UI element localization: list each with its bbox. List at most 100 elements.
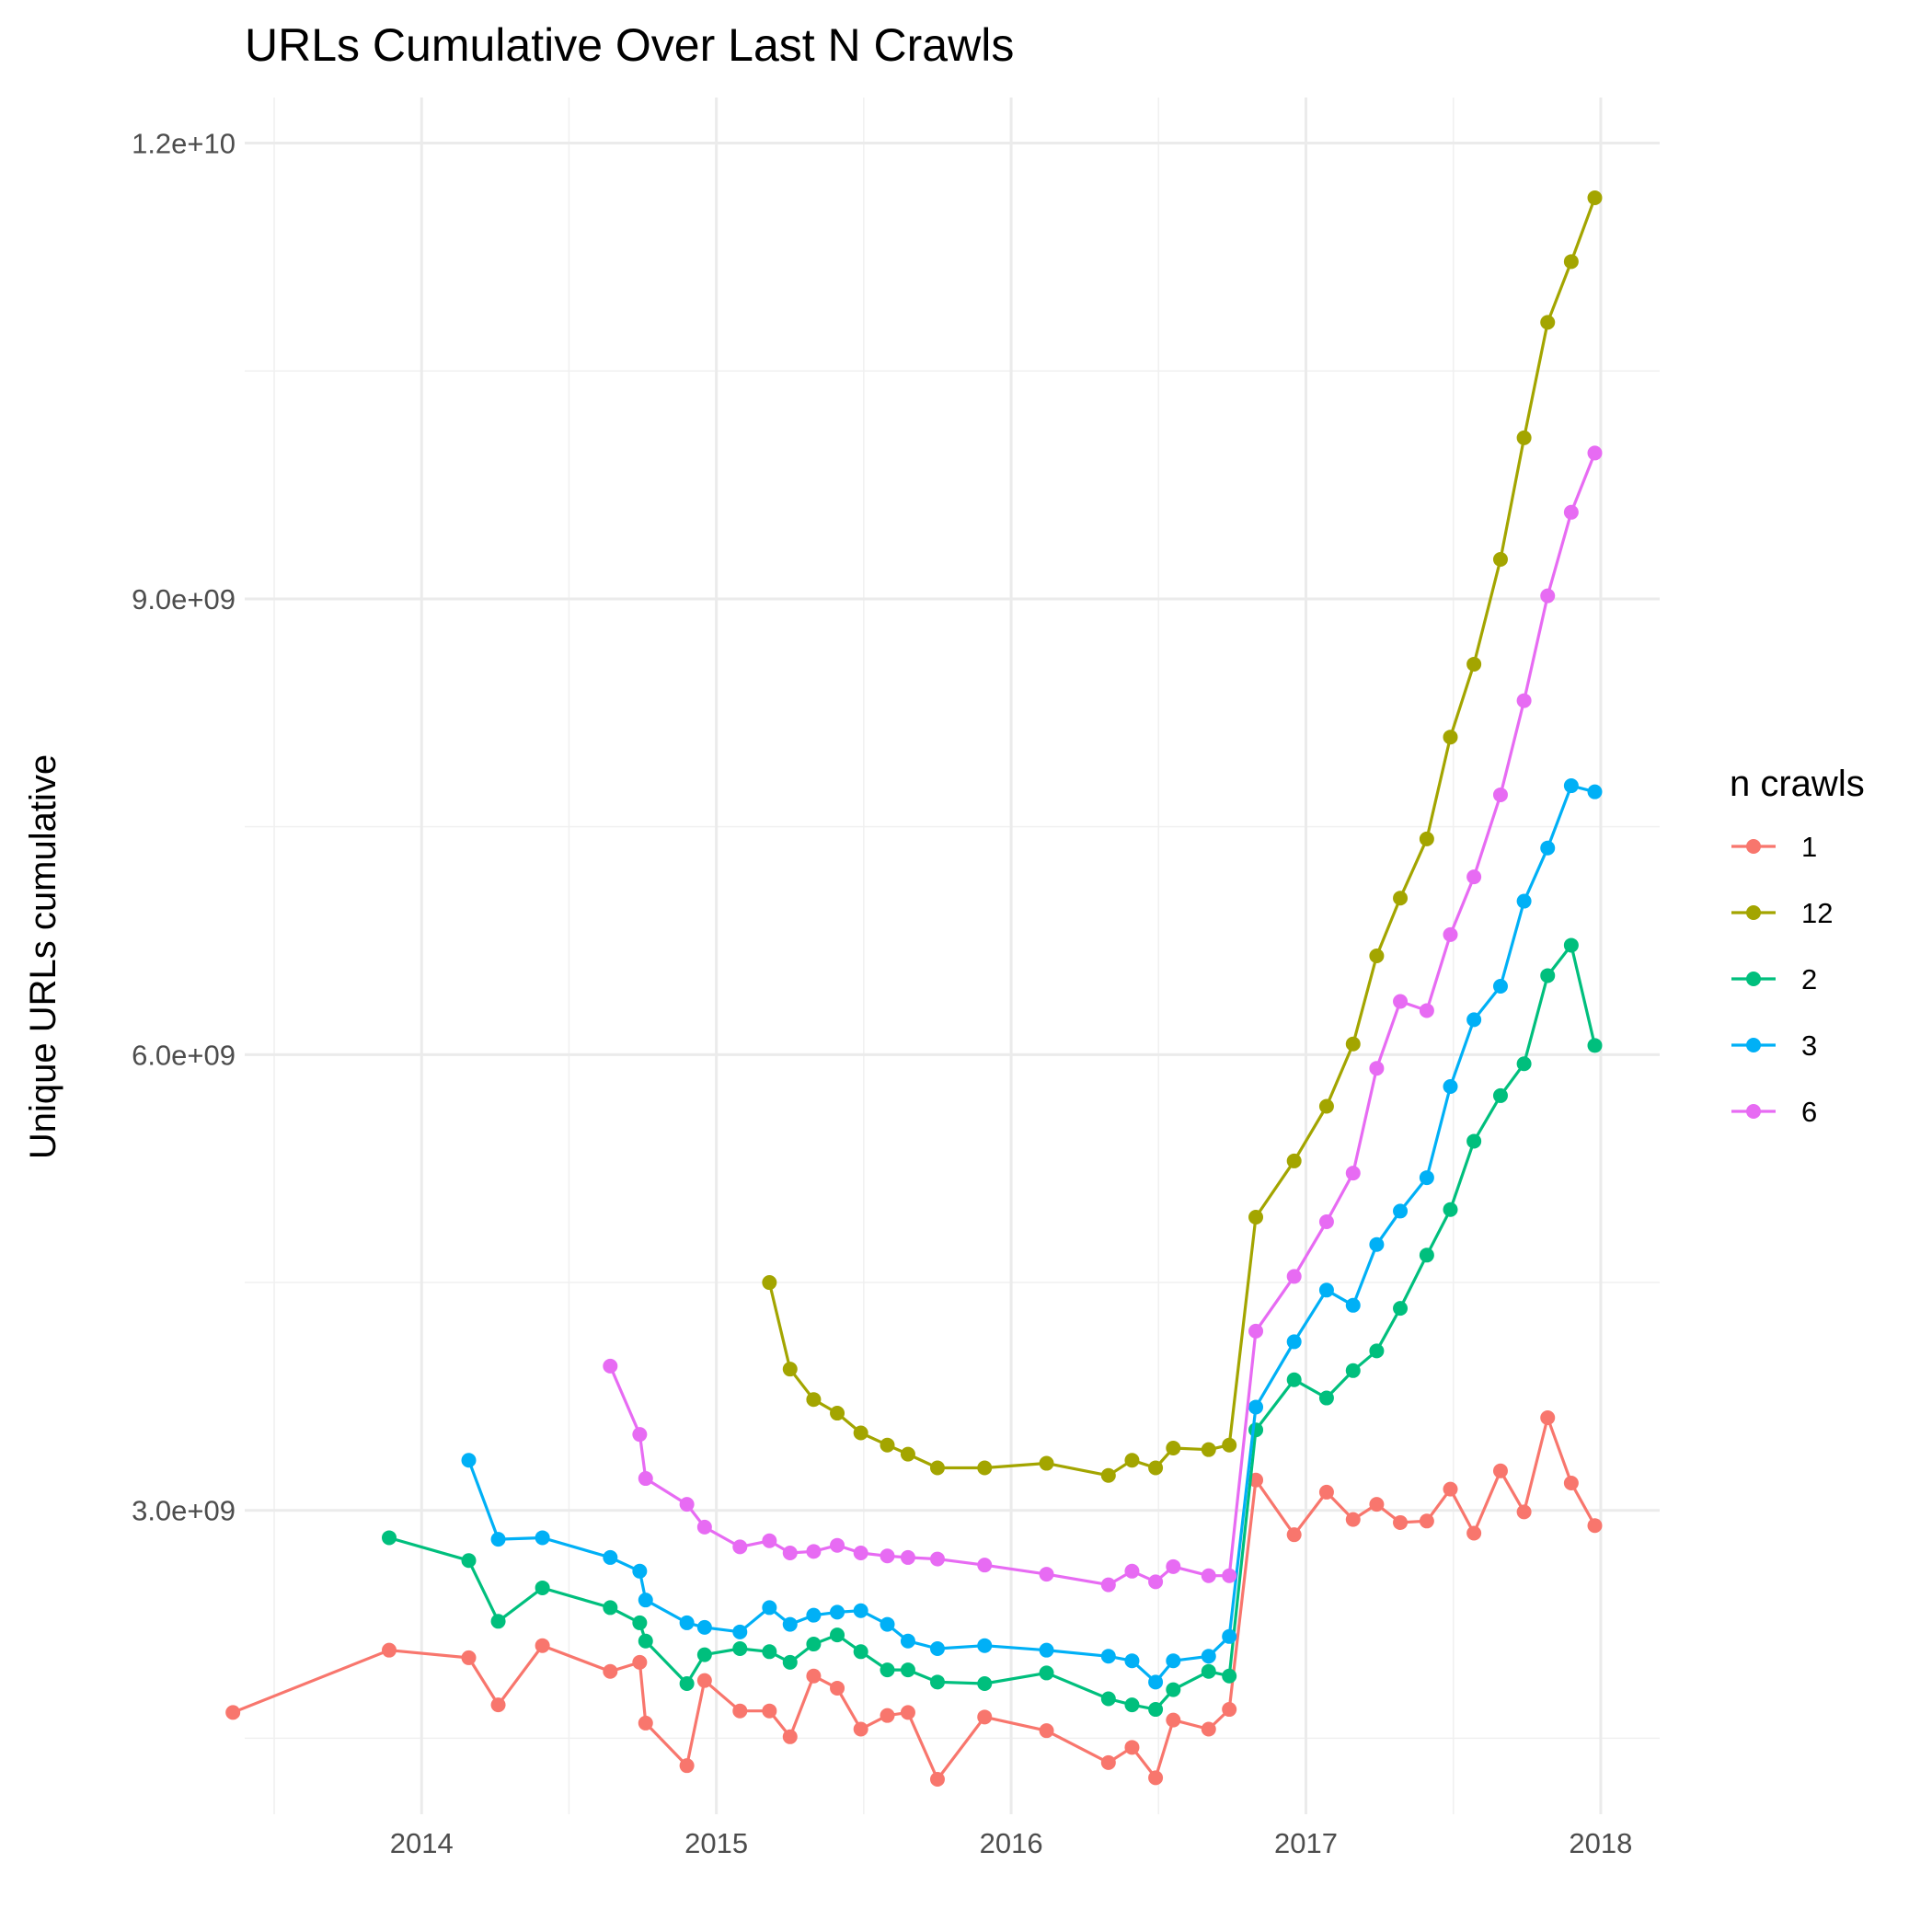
- data-point: [977, 1460, 993, 1476]
- data-point: [1516, 693, 1532, 708]
- data-point: [1286, 1153, 1302, 1168]
- data-point: [1587, 445, 1603, 461]
- data-point: [1166, 1441, 1181, 1456]
- data-point: [603, 1663, 618, 1679]
- data-point: [1393, 994, 1409, 1009]
- data-point: [1516, 430, 1532, 445]
- data-point: [1148, 1702, 1164, 1718]
- data-point: [1393, 1514, 1409, 1530]
- data-point: [977, 1638, 993, 1653]
- data-point: [782, 1362, 798, 1377]
- data-point: [1124, 1653, 1140, 1669]
- data-point: [1222, 1437, 1237, 1453]
- data-point: [1124, 1740, 1140, 1755]
- legend-item-1: 1: [1731, 831, 1817, 863]
- legend-key-point: [1746, 839, 1761, 854]
- series-layer: [225, 190, 1603, 1788]
- data-point: [762, 1533, 777, 1548]
- data-point: [1039, 1567, 1054, 1582]
- data-point: [880, 1662, 895, 1678]
- data-point: [1369, 1497, 1385, 1512]
- data-point: [1393, 1203, 1409, 1219]
- data-point: [638, 1633, 653, 1649]
- data-point: [1201, 1663, 1216, 1679]
- data-point: [880, 1437, 895, 1453]
- data-point: [762, 1600, 777, 1616]
- data-point: [696, 1619, 712, 1635]
- data-point: [762, 1703, 777, 1719]
- legend-item-6: 6: [1731, 1096, 1817, 1128]
- data-point: [1369, 1343, 1385, 1359]
- data-point: [977, 1709, 993, 1725]
- data-point: [1540, 840, 1556, 856]
- data-point: [929, 1551, 945, 1567]
- data-point: [1443, 1079, 1458, 1095]
- data-point: [1222, 1568, 1237, 1583]
- data-point: [1100, 1649, 1116, 1664]
- x-tick-label: 2014: [390, 1827, 454, 1859]
- y-axis-ticks: 3.0e+09 6.0e+09 9.0e+09 1.2e+10: [132, 128, 236, 1527]
- data-point: [1443, 1481, 1458, 1497]
- data-point: [1100, 1754, 1116, 1770]
- data-point: [461, 1650, 477, 1665]
- data-point: [225, 1705, 241, 1720]
- data-point: [1286, 1334, 1302, 1350]
- data-point: [1148, 1574, 1164, 1590]
- data-point: [1222, 1628, 1237, 1644]
- data-point: [1443, 926, 1458, 942]
- data-point: [830, 1604, 845, 1620]
- data-point: [638, 1715, 653, 1731]
- data-point: [830, 1680, 845, 1696]
- x-tick-label: 2015: [684, 1827, 748, 1859]
- data-point: [1419, 1170, 1434, 1186]
- y-tick-label: 9.0e+09: [132, 583, 236, 615]
- data-point: [1148, 1674, 1164, 1690]
- data-point: [1318, 1098, 1334, 1114]
- data-point: [1039, 1455, 1054, 1471]
- data-point: [603, 1549, 618, 1565]
- data-point: [1286, 1269, 1302, 1284]
- data-point: [1201, 1568, 1216, 1583]
- data-point: [638, 1593, 653, 1608]
- data-point: [1540, 1410, 1556, 1426]
- data-point: [1492, 1087, 1508, 1103]
- data-point: [806, 1544, 822, 1559]
- data-point: [1286, 1527, 1302, 1543]
- data-point: [1466, 869, 1482, 885]
- data-point: [853, 1721, 868, 1737]
- legend-key-point: [1746, 972, 1761, 986]
- data-point: [782, 1545, 798, 1560]
- data-point: [535, 1530, 550, 1546]
- data-point: [732, 1641, 748, 1657]
- legend-label: 12: [1801, 897, 1833, 929]
- data-point: [1563, 1476, 1579, 1491]
- legend-label: 1: [1801, 831, 1817, 863]
- data-point: [806, 1392, 822, 1408]
- data-point: [1248, 1422, 1264, 1438]
- y-tick-label: 3.0e+09: [132, 1495, 236, 1527]
- data-point: [1466, 1012, 1482, 1028]
- data-point: [461, 1553, 477, 1569]
- data-point: [880, 1616, 895, 1632]
- data-point: [1587, 1518, 1603, 1534]
- data-point: [1124, 1697, 1140, 1713]
- data-point: [632, 1615, 648, 1630]
- data-point: [1039, 1723, 1054, 1739]
- data-point: [853, 1545, 868, 1560]
- data-point: [853, 1603, 868, 1618]
- data-point: [1286, 1372, 1302, 1387]
- data-point: [1540, 588, 1556, 604]
- data-point: [929, 1641, 945, 1657]
- data-point: [1492, 1463, 1508, 1478]
- data-point: [1318, 1213, 1334, 1229]
- data-point: [1419, 1248, 1434, 1263]
- data-point: [679, 1758, 695, 1774]
- data-point: [1563, 778, 1579, 794]
- data-point: [732, 1539, 748, 1555]
- legend-label: 2: [1801, 963, 1817, 995]
- series-6: [603, 445, 1603, 1593]
- data-point: [1369, 949, 1385, 963]
- data-point: [929, 1772, 945, 1788]
